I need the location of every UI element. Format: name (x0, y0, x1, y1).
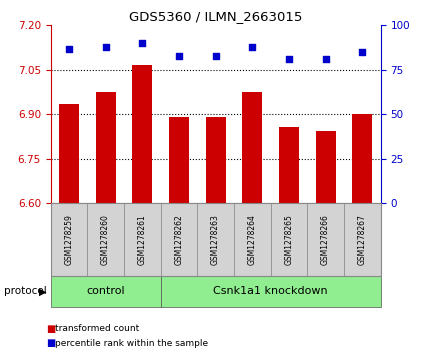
Bar (132, 65, 152, 203)
Text: GSM1278266: GSM1278266 (321, 214, 330, 265)
Text: GSM1278267: GSM1278267 (358, 214, 367, 265)
Point (249, 44, 256, 50)
Text: Csnk1a1 knockdown: Csnk1a1 knockdown (213, 286, 328, 296)
Text: GSM1278264: GSM1278264 (248, 214, 257, 265)
Text: ■: ■ (46, 338, 55, 348)
Text: GSM1278260: GSM1278260 (101, 214, 110, 265)
Bar (205, 117, 226, 203)
Text: percentile rank within the sample: percentile rank within the sample (55, 339, 208, 347)
Bar (279, 127, 299, 203)
Bar (95, 92, 116, 203)
Bar (242, 92, 262, 203)
Point (176, 53, 183, 58)
Text: control: control (86, 286, 125, 296)
Text: GSM1278262: GSM1278262 (174, 214, 183, 265)
Text: transformed count: transformed count (55, 324, 139, 333)
Point (66, 46, 73, 52)
Text: GSM1278259: GSM1278259 (64, 214, 73, 265)
Bar (315, 131, 336, 203)
Point (359, 49, 366, 55)
Text: GSM1278263: GSM1278263 (211, 214, 220, 265)
Text: protocol: protocol (4, 286, 47, 296)
Point (139, 40, 146, 46)
Bar (169, 117, 189, 203)
Point (322, 56, 329, 62)
Point (286, 56, 293, 62)
Bar (352, 114, 372, 203)
Text: GSM1278265: GSM1278265 (284, 214, 293, 265)
Bar (59, 104, 79, 203)
Text: ▶: ▶ (39, 286, 47, 296)
Text: ■: ■ (46, 323, 55, 334)
Title: GDS5360 / ILMN_2663015: GDS5360 / ILMN_2663015 (129, 10, 302, 23)
Text: GSM1278261: GSM1278261 (138, 214, 147, 265)
Point (212, 53, 219, 58)
Point (102, 44, 109, 50)
